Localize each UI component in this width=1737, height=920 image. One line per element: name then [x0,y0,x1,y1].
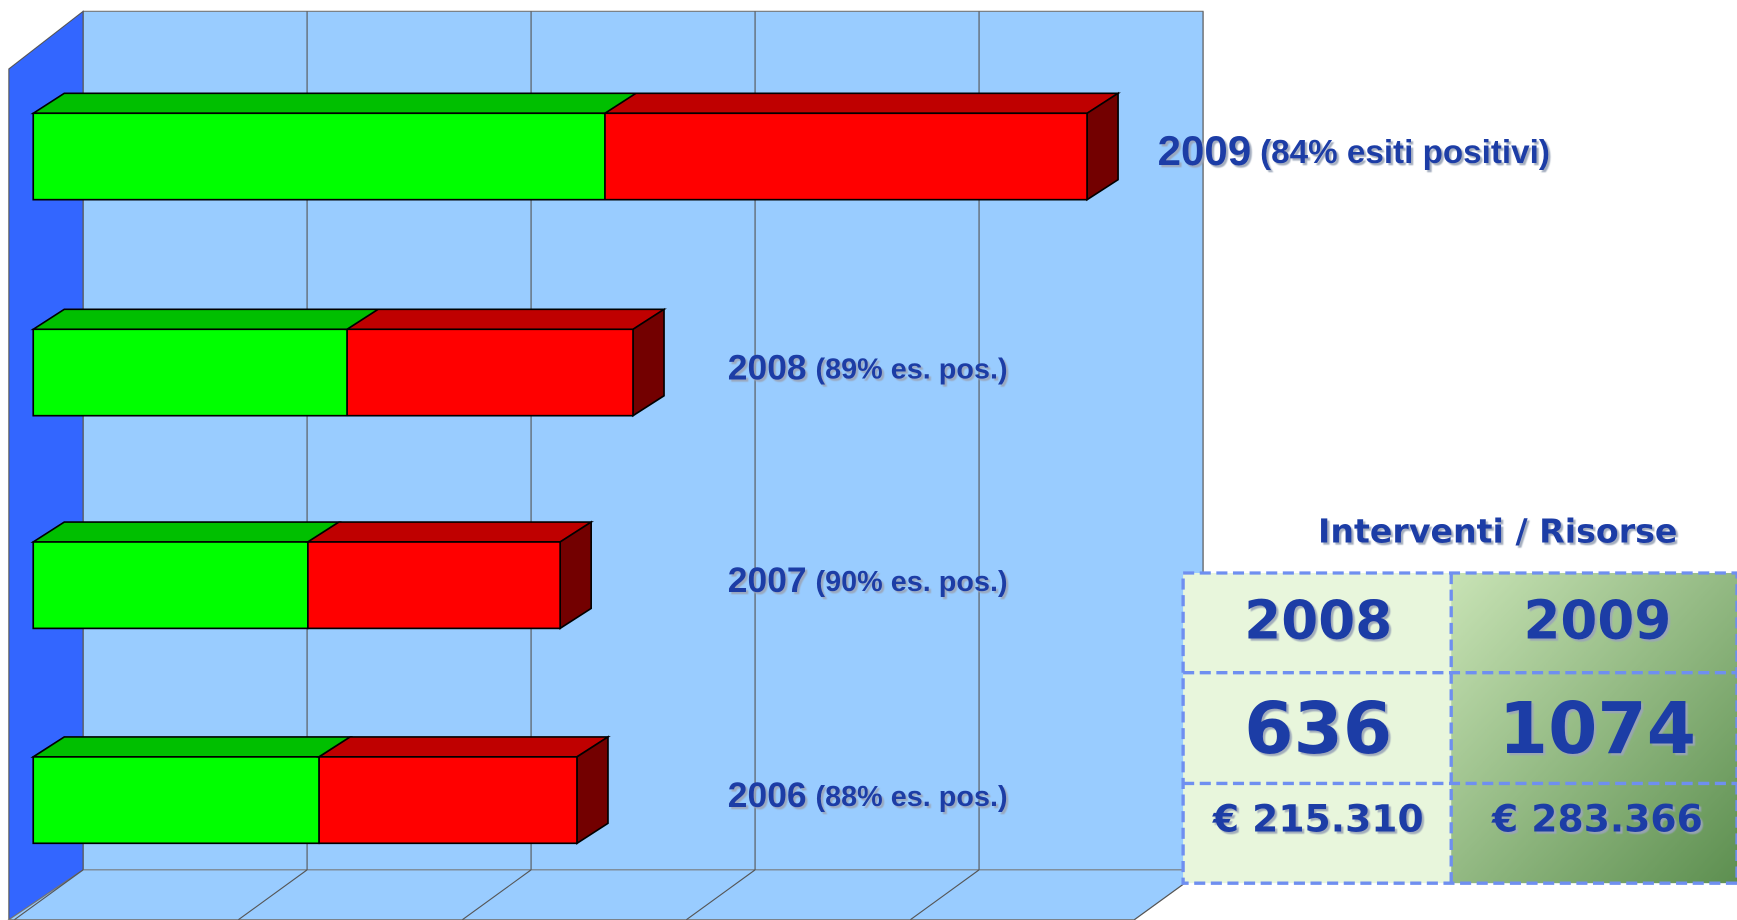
bar-front [33,329,347,415]
bar-front [347,329,633,415]
table-header: 2008 [1244,590,1392,652]
category-label: 2008 (89% es. pos.) [728,348,1008,388]
bar-front [605,113,1087,199]
bar-top [33,93,636,113]
bar-segment [33,309,378,415]
bar-front [33,113,605,199]
bar-segment [33,737,350,843]
category-label: 2009(84% esiti positivi) [1158,127,1550,174]
bar-segment [33,93,636,199]
category-year: 2007 [728,560,807,600]
table-title: Interventi / Risorse [1318,512,1677,551]
category-note: (84% esiti positivi) [1260,134,1550,171]
category-year: 2009 [1158,127,1252,174]
bar-front [319,757,577,843]
category-label: 2007 (90% es. pos.) [728,560,1008,600]
bar-front [33,542,308,628]
bar-segment [319,737,608,843]
category-note: (90% es. pos.) [816,566,1008,598]
bar-top [33,737,350,757]
bar-segment [347,309,664,415]
table-cell: 1074 [1499,687,1696,770]
bar-segment [33,522,339,628]
bar-top [33,309,378,329]
bar-top [605,93,1118,113]
bar-top [33,522,339,542]
category-year: 2008 [728,348,807,388]
category-year: 2006 [728,775,807,815]
table-header: 2009 [1523,590,1671,652]
bar-top [308,522,591,542]
table-cell: 636 [1244,687,1392,770]
table: Interventi / Risorse 2008 2009 636 1074 … [1183,512,1737,884]
chart: 2006 (88% es. pos.) 2007 (90% es. pos.) 2008… [0,0,1737,920]
floor [9,870,1203,920]
bar-front [308,542,560,628]
bar-segment [605,93,1118,199]
bar-segment [308,522,591,628]
bar-front [33,757,319,843]
category-note: (88% es. pos.) [816,780,1008,812]
category-note: (89% es. pos.) [816,353,1008,385]
bar-top [347,309,664,329]
table-cell: € 215.310 [1212,797,1424,841]
category-label: 2006 (88% es. pos.) [728,775,1008,815]
table-cell: € 283.366 [1491,797,1703,841]
bar-top [319,737,608,757]
